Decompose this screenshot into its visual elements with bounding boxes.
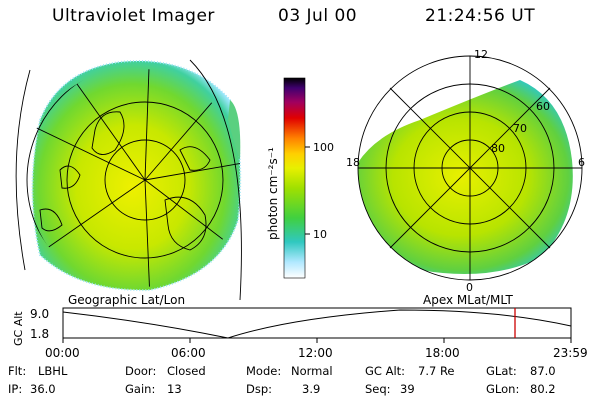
colorbar-tick-100: 100 bbox=[313, 141, 334, 154]
door-value: Closed bbox=[167, 364, 206, 378]
ip-value: 36.0 bbox=[30, 382, 56, 396]
colorbar-unit-label: photon cm⁻²s⁻¹ bbox=[266, 147, 280, 240]
timeline-ylabel: GC Alt bbox=[12, 311, 25, 346]
gcalt-value: 7.7 Re bbox=[418, 364, 455, 378]
apex-panel-label: Apex MLat/MLT bbox=[423, 293, 513, 307]
gain-label: Gain: bbox=[125, 382, 156, 396]
glat-label: GLat: bbox=[486, 364, 517, 378]
instrument-title: Ultraviolet Imager bbox=[52, 6, 215, 26]
gc-alt-timeline: GC Alt 9.0 1.8 bbox=[12, 307, 572, 346]
timeline-xtick-2359: 23:59 bbox=[553, 346, 588, 360]
glon-label: GLon: bbox=[486, 382, 520, 396]
mlt-label-18: 18 bbox=[346, 156, 360, 169]
mode-value: Normal bbox=[291, 364, 333, 378]
glon-value: 80.2 bbox=[530, 382, 556, 396]
mlt-label-0: 0 bbox=[466, 281, 473, 294]
timeline-xtick-1800: 18:00 bbox=[425, 346, 460, 360]
lat-label-80: 80 bbox=[491, 142, 505, 155]
mlt-label-6: 6 bbox=[578, 156, 585, 169]
gain-value: 13 bbox=[167, 382, 182, 396]
mlt-label-12: 12 bbox=[474, 48, 488, 61]
mode-label: Mode: bbox=[246, 364, 282, 378]
time-label: 21:24:56 UT bbox=[425, 6, 536, 26]
timeline-xtick-0600: 06:00 bbox=[171, 346, 206, 360]
door-label: Door: bbox=[125, 364, 157, 378]
seq-value: 39 bbox=[400, 382, 415, 396]
lat-label-70: 70 bbox=[513, 122, 527, 135]
seq-label: Seq: bbox=[365, 382, 391, 396]
timeline-ytick-min: 1.8 bbox=[30, 327, 49, 341]
flt-label: Flt: bbox=[8, 364, 27, 378]
lat-label-60: 60 bbox=[536, 100, 550, 113]
flt-value: LBHL bbox=[38, 364, 68, 378]
geographic-map bbox=[15, 59, 242, 301]
ip-label: IP: bbox=[8, 382, 23, 396]
glat-value: 87.0 bbox=[530, 364, 556, 378]
colorbar-tick-10: 10 bbox=[313, 228, 327, 241]
timeline-xtick-0000: 00:00 bbox=[45, 346, 80, 360]
timeline-xtick-1200: 12:00 bbox=[298, 346, 333, 360]
geographic-panel-label: Geographic Lat/Lon bbox=[68, 293, 186, 307]
date-label: 03 Jul 00 bbox=[278, 6, 358, 26]
dsp-value: 3.9 bbox=[302, 382, 321, 396]
colorbar bbox=[283, 77, 306, 279]
mlat-mlt-polar-plot: 12 18 6 0 60 70 80 bbox=[346, 48, 585, 294]
timeline-ytick-max: 9.0 bbox=[30, 307, 49, 321]
dsp-label: Dsp: bbox=[246, 382, 273, 396]
gcalt-label: GC Alt: bbox=[365, 364, 406, 378]
